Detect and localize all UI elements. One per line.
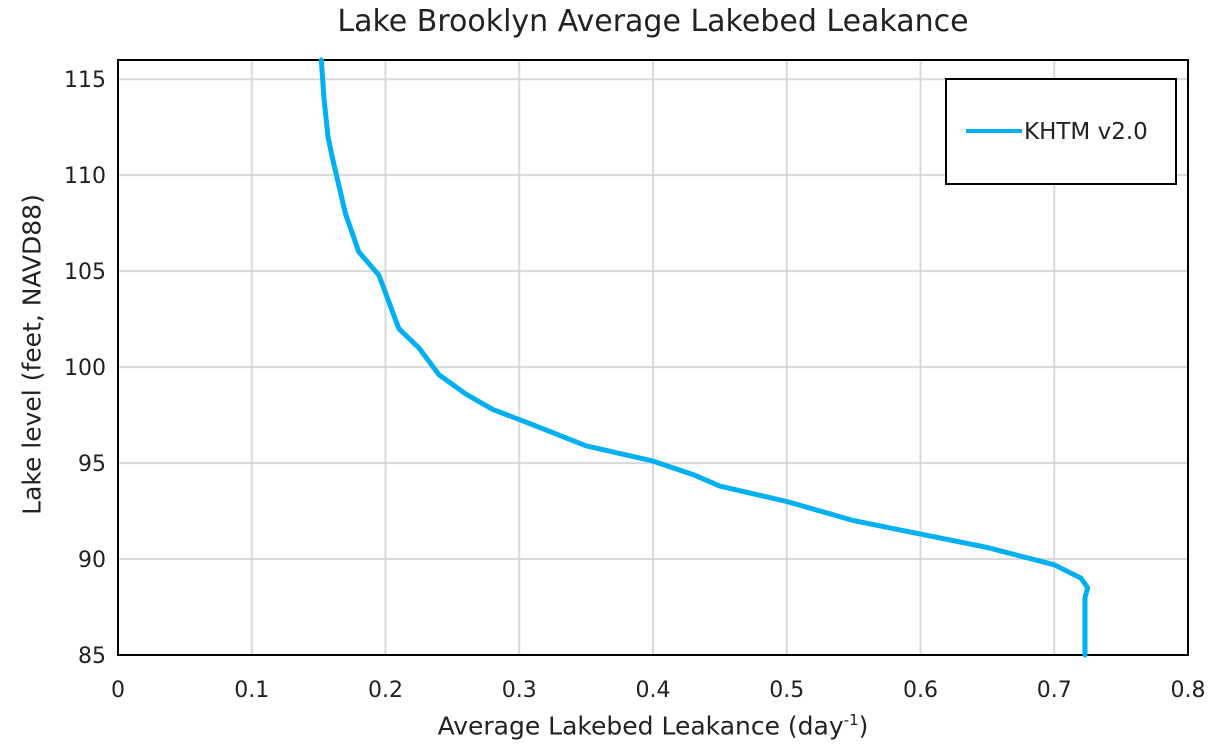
- y-tick-label: 95: [78, 452, 106, 477]
- y-tick-label: 110: [64, 164, 106, 189]
- x-tick-label: 0.3: [502, 678, 537, 703]
- x-axis-label-text: Average Lakebed Leakance (day: [437, 711, 844, 741]
- legend: KHTM v2.0: [945, 78, 1177, 185]
- y-tick-label: 100: [64, 356, 106, 381]
- x-tick-label: 0.1: [234, 678, 269, 703]
- x-axis-label: Average Lakebed Leakance (day-1): [0, 711, 1213, 740]
- x-tick-label: 0.2: [368, 678, 403, 703]
- x-tick-label: 0.8: [1171, 678, 1206, 703]
- legend-label: KHTM v2.0: [1024, 119, 1148, 145]
- y-axis-label: Lake level (feet, NAVD88): [17, 194, 47, 515]
- x-axis-label-superscript: -1: [843, 711, 859, 729]
- chart-title: Lake Brooklyn Average Lakebed Leakance: [337, 4, 969, 39]
- y-tick-labels: 85 90 95 100 105 110 115: [64, 68, 106, 669]
- x-tick-label: 0.6: [903, 678, 938, 703]
- series-line: [318, 57, 1091, 658]
- series-group: [318, 57, 1091, 658]
- x-tick-labels: 0 0.1 0.2 0.3 0.4 0.5 0.6 0.7 0.8: [111, 678, 1206, 703]
- y-tick-label: 105: [64, 260, 106, 285]
- x-tick-label: 0.7: [1037, 678, 1072, 703]
- plot-area-frame: [117, 59, 1189, 656]
- y-tick-label: 115: [64, 68, 106, 93]
- x-tick-label: 0.4: [636, 678, 671, 703]
- x-tick-label: 0.5: [769, 678, 804, 703]
- x-tick-label: 0: [111, 678, 125, 703]
- y-tick-label: 90: [78, 548, 106, 573]
- y-tick-label: 85: [78, 644, 106, 669]
- x-axis-label-suffix: ): [858, 711, 869, 741]
